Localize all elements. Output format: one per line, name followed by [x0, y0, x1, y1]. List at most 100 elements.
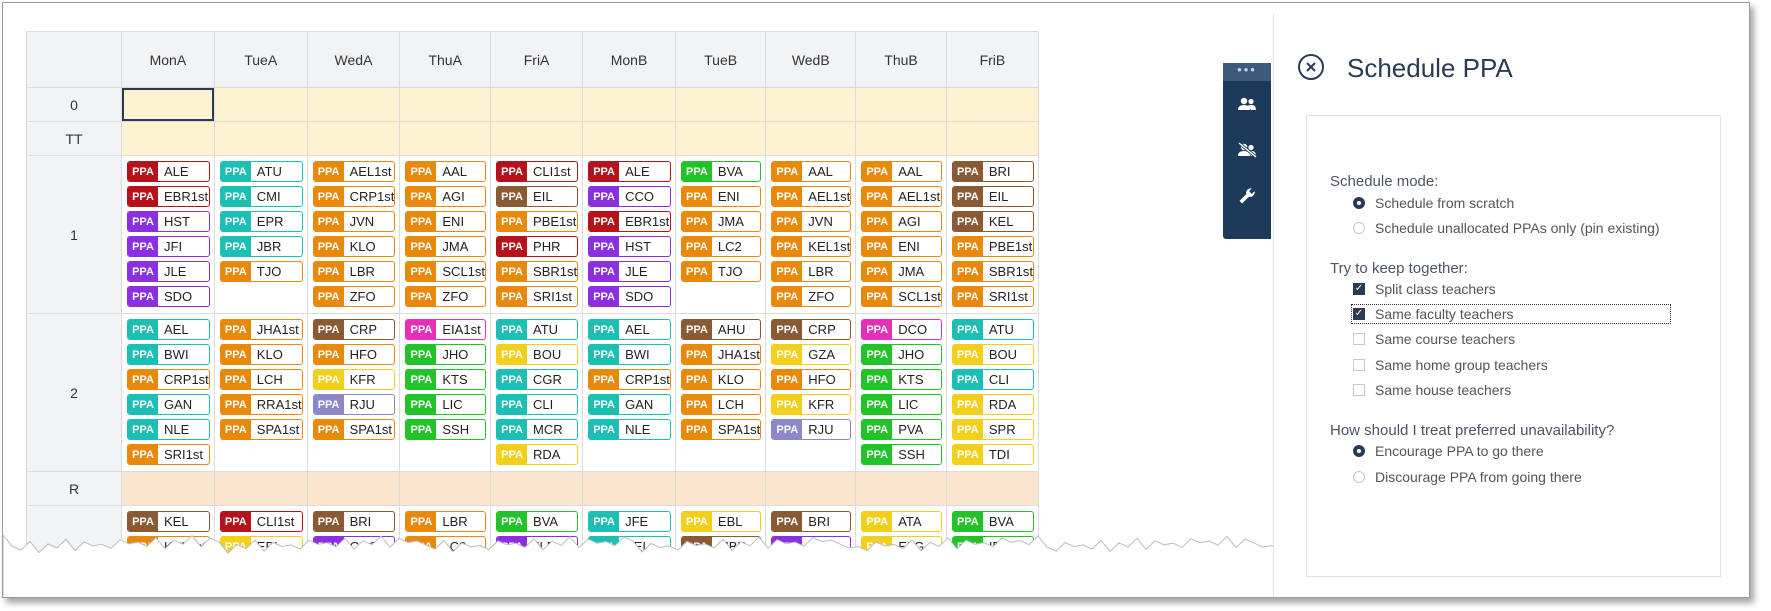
timetable-cell[interactable]: PPA ALE PPA CCO PPA EBR1st PPA HST PPA JLE PPA SDO [582, 155, 676, 314]
ppa-chip[interactable]: PPA BOU [496, 344, 579, 365]
ppa-chip[interactable]: PPA EIL [951, 186, 1034, 207]
ppa-chip[interactable]: PPA CCO [588, 186, 671, 207]
timetable-cell[interactable]: PPA ATU PPA BOU PPA CGR PPA CLI PPA MCR PPA RDA [490, 313, 584, 472]
ppa-chip[interactable]: PPA ATU [951, 319, 1034, 340]
timetable-cell[interactable] [399, 471, 492, 506]
ppa-chip[interactable]: PPA HST [127, 211, 210, 232]
timetable-cell[interactable] [765, 471, 857, 506]
ppa-chip[interactable]: PPA JFI [127, 236, 210, 257]
timetable-cell[interactable] [582, 121, 676, 156]
ppa-chip[interactable]: PPA ATU [219, 161, 303, 182]
timetable-cell[interactable] [399, 87, 492, 122]
ppa-chip[interactable]: PPA GZA [771, 344, 852, 365]
timetable-cell[interactable] [945, 471, 1039, 506]
timetable-cell[interactable]: PPA AEL PPA BWI PPA CRP1st PPA GAN PPA NLE [582, 313, 676, 472]
ppa-chip[interactable]: PPA JHA1st [680, 344, 762, 365]
ppa-chip[interactable]: PPA CLI [496, 394, 579, 415]
ppa-chip[interactable]: PPA BWI [127, 344, 210, 365]
timetable-cell[interactable] [855, 121, 947, 156]
ppa-chip[interactable]: PPA LCH [680, 394, 762, 415]
settings-tool-button[interactable] [1223, 173, 1271, 219]
ppa-chip[interactable]: PPA CRP1st [312, 186, 396, 207]
ppa-chip[interactable]: PPA AEL [588, 319, 671, 340]
ppa-chip[interactable]: PPA ALE [127, 161, 210, 182]
radio-indicator[interactable] [1353, 197, 1365, 209]
timetable-cell[interactable] [945, 87, 1039, 122]
ppa-chip[interactable]: PPA SPA1st [312, 419, 396, 440]
ppa-chip[interactable]: PPA PBE1st [951, 236, 1034, 257]
checkbox-split-class-teachers[interactable]: ✓ Split class teachers [1353, 281, 1496, 297]
checkbox-same-course-teachers[interactable]: Same course teachers [1353, 331, 1515, 347]
timetable-cell[interactable] [490, 87, 584, 122]
ppa-chip[interactable]: PPA JMA [680, 211, 762, 232]
timetable-cell[interactable] [582, 471, 676, 506]
timetable-cell[interactable] [674, 471, 767, 506]
checkbox-indicator[interactable] [1353, 333, 1365, 345]
timetable-cell[interactable]: PPA DCO PPA JHO PPA KTS PPA LIC PPA PVA PPA SSH [855, 313, 947, 472]
ppa-chip[interactable]: PPA SCL1st [861, 286, 942, 307]
staff-button[interactable] [1223, 81, 1271, 127]
ppa-chip[interactable]: PPA CLI1st [496, 161, 579, 182]
ppa-chip[interactable]: PPA SRI1st [951, 286, 1034, 307]
ppa-chip[interactable]: PPA AGI [861, 211, 942, 232]
timetable-cell[interactable] [490, 471, 584, 506]
ppa-chip[interactable]: PPA AHU [680, 319, 762, 340]
timetable-cell[interactable]: PPA AAL PPA AGI PPA ENI PPA JMA PPA SCL1st PPA ZFO [399, 155, 492, 314]
ppa-chip[interactable]: PPA SRI1st [127, 444, 210, 465]
ppa-chip[interactable]: PPA BVA [680, 161, 762, 182]
radio-indicator[interactable] [1353, 222, 1365, 234]
checkbox-same-home-group-teachers[interactable]: Same home group teachers [1353, 357, 1548, 373]
timetable-cell[interactable] [306, 87, 401, 122]
timetable-cell[interactable] [121, 471, 215, 506]
ppa-chip[interactable]: PPA SPA1st [680, 419, 762, 440]
ppa-chip[interactable]: PPA BOU [951, 344, 1034, 365]
ppa-chip[interactable]: PPA HST [588, 236, 671, 257]
close-button[interactable] [1298, 54, 1324, 80]
ppa-chip[interactable]: PPA AAL [861, 161, 942, 182]
timetable-cell[interactable]: PPA AHU PPA JHA1st PPA KLO PPA LCH PPA SPA1st [674, 313, 767, 472]
ppa-chip[interactable]: PPA HFO [771, 369, 852, 390]
ppa-chip[interactable]: PPA EPR [219, 211, 303, 232]
ppa-chip[interactable]: PPA JLE [588, 261, 671, 282]
ppa-chip[interactable]: PPA SBR1st [496, 261, 579, 282]
ppa-chip[interactable]: PPA BVA [951, 511, 1034, 532]
ppa-chip[interactable]: PPA ATA [861, 511, 942, 532]
ppa-chip[interactable]: PPA LCH [219, 369, 303, 390]
timetable-cell[interactable]: PPA CRP PPA GZA PPA HFO PPA KFR PPA RJU [765, 313, 857, 472]
ppa-chip[interactable]: PPA CRP [312, 319, 396, 340]
ppa-chip[interactable]: PPA RRA1st [219, 394, 303, 415]
timetable-cell[interactable] [399, 121, 492, 156]
ppa-chip[interactable]: PPA BVA [496, 511, 579, 532]
timetable-cell[interactable]: PPA AAL PPA AEL1st PPA JVN PPA KEL1st PPA LBR PPA Z… [765, 155, 857, 314]
ppa-chip[interactable]: PPA JHO [405, 344, 487, 365]
timetable-cell[interactable] [121, 87, 215, 122]
ppa-chip[interactable]: PPA AEL1st [312, 161, 396, 182]
checkbox-same-faculty-teachers[interactable]: ✓ Same faculty teachers [1351, 304, 1671, 324]
ppa-chip[interactable]: PPA BRI [771, 511, 852, 532]
ppa-chip[interactable]: PPA TJO [219, 261, 303, 282]
timetable-cell[interactable]: PPA CLI1st PPA EIL PPA PBE1st PPA PHR PPA SBR1st P… [490, 155, 584, 314]
timetable-cell[interactable]: PPA BVA PPA ENI PPA JMA PPA LC2 PPA TJO [674, 155, 767, 314]
ppa-chip[interactable]: PPA KTS [405, 369, 487, 390]
ppa-chip[interactable]: PPA CLI1st [219, 511, 303, 532]
ppa-chip[interactable]: PPA PBE1st [496, 211, 579, 232]
ppa-chip[interactable]: PPA RJU [312, 394, 396, 415]
ppa-chip[interactable]: PPA JHA1st [219, 319, 303, 340]
ppa-chip[interactable]: PPA ZFO [405, 286, 487, 307]
timetable-cell[interactable] [674, 87, 767, 122]
ppa-chip[interactable]: PPA KEL1st [771, 236, 852, 257]
ppa-chip[interactable]: PPA AEL1st [861, 186, 942, 207]
ppa-chip[interactable]: PPA ALE [588, 161, 671, 182]
timetable-cell[interactable]: PPA ALE PPA EBR1st PPA HST PPA JFI PPA JLE PPA SDO [121, 155, 215, 314]
timetable-cell[interactable] [306, 471, 401, 506]
ppa-chip[interactable]: PPA SCL1st [405, 261, 487, 282]
ppa-chip[interactable]: PPA KEL [127, 511, 210, 532]
timetable-cell[interactable] [855, 471, 947, 506]
ppa-chip[interactable]: PPA JLE [127, 261, 210, 282]
timetable-cell[interactable]: PPA EIA1st PPA JHO PPA KTS PPA LIC PPA SSH [399, 313, 492, 472]
timetable-cell[interactable] [582, 87, 676, 122]
ppa-chip[interactable]: PPA EIL [496, 186, 579, 207]
ppa-chip[interactable]: PPA TJO [680, 261, 762, 282]
ppa-chip[interactable]: PPA SDO [588, 286, 671, 307]
ppa-chip[interactable]: PPA TDI [951, 444, 1034, 465]
